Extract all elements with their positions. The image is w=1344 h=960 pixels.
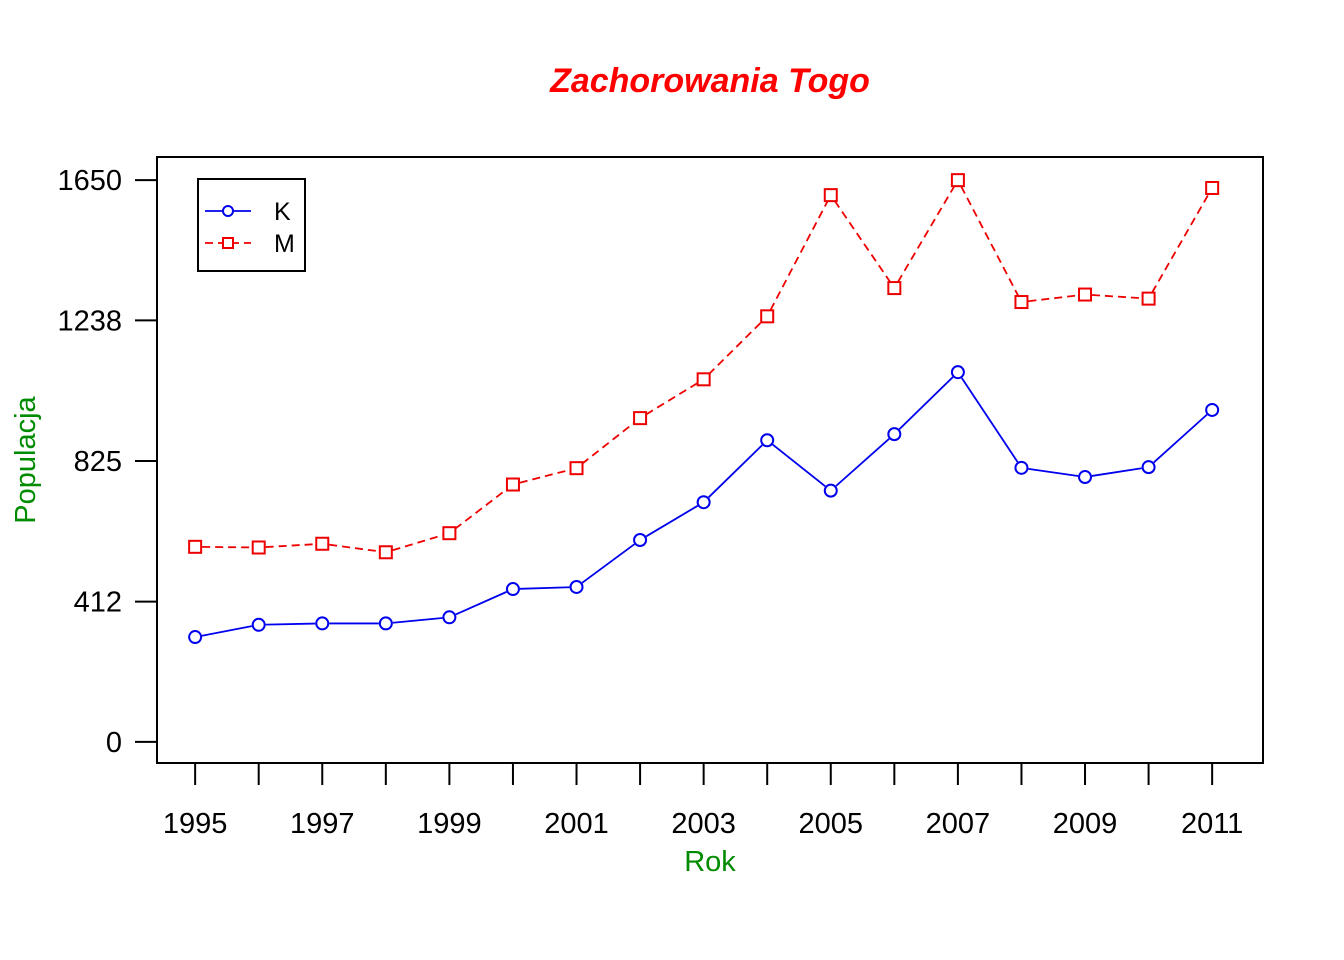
series-K-point <box>760 433 775 448</box>
series-M-segment <box>833 200 892 283</box>
series-K-segment <box>1091 467 1142 477</box>
series-K-segment <box>581 543 635 584</box>
series-M-point <box>315 536 330 551</box>
y-axis: 0 412 825 1238 1650 <box>57 165 157 759</box>
series-K-point <box>1205 402 1220 417</box>
series-M-segment <box>329 543 380 553</box>
series-M-segment <box>1091 294 1142 300</box>
series-K-segment <box>519 586 570 590</box>
series-K-point <box>378 616 393 631</box>
series-M-point <box>1141 291 1156 306</box>
series-M-point <box>1205 180 1220 195</box>
series-M-point <box>633 411 648 426</box>
x-tick-label: 1999 <box>417 808 482 840</box>
legend-label-K: K <box>274 198 291 226</box>
series-K-point <box>823 483 838 498</box>
series-K-segment <box>708 444 763 498</box>
series-K-segment <box>1028 467 1079 477</box>
series-M-segment <box>519 469 570 484</box>
series-M-point <box>950 173 965 188</box>
series-K-point <box>505 582 520 597</box>
series-K-segment <box>898 376 954 430</box>
series-K-point <box>950 365 965 380</box>
series-M-segment <box>707 320 763 376</box>
series-M-segment <box>645 382 699 416</box>
x-tick-label: 2005 <box>799 808 864 840</box>
series-layer <box>188 173 1220 645</box>
series-M-point <box>378 545 393 560</box>
series-M-point <box>505 477 520 492</box>
legend-marker-K <box>222 205 234 217</box>
series-K-point <box>569 579 584 594</box>
series-K-segment <box>835 438 890 487</box>
legend-label-M: M <box>274 230 295 258</box>
series-M-segment <box>1151 193 1210 294</box>
y-tick-label: 0 <box>106 727 122 759</box>
x-tick-label: 2007 <box>926 808 991 840</box>
y-axis-title: Populacja <box>10 395 42 523</box>
series-M-segment <box>769 200 829 311</box>
y-tick-label: 1650 <box>57 165 122 197</box>
series-K-point <box>188 630 203 645</box>
series-K-segment <box>772 443 826 487</box>
series-K-segment <box>201 625 252 637</box>
series-M-point <box>442 526 457 541</box>
series-K-segment <box>1153 413 1208 464</box>
series-K-point <box>1014 460 1029 475</box>
series-K-segment <box>392 617 443 624</box>
series-M-segment <box>897 185 956 283</box>
series-M-point <box>1014 295 1029 310</box>
x-tick-label: 1997 <box>290 808 355 840</box>
x-tick-label: 2003 <box>671 808 736 840</box>
legend-box <box>197 178 306 272</box>
y-tick-label: 412 <box>74 587 122 619</box>
legend: KM <box>197 178 306 272</box>
series-M-segment <box>392 534 443 552</box>
series-K-point <box>887 427 902 442</box>
y-tick-label: 825 <box>74 446 122 478</box>
series-M-segment <box>202 545 252 549</box>
series-M-segment <box>1028 294 1079 303</box>
series-M-point <box>760 309 775 324</box>
series-M-segment <box>960 185 1020 297</box>
series-K-point <box>1141 460 1156 475</box>
series-M-point <box>569 461 584 476</box>
series-M-point <box>251 540 266 555</box>
series-K-point <box>1078 470 1093 485</box>
x-axis-title: Rok <box>684 846 736 878</box>
series-K-point <box>696 495 711 510</box>
legend-marker-M <box>222 237 234 249</box>
x-tick-label: 1995 <box>163 808 228 840</box>
series-M-segment <box>265 543 316 548</box>
plot-frame <box>156 156 1264 764</box>
series-M-point <box>696 372 711 387</box>
series-M-segment <box>454 488 508 530</box>
x-tick-label: 2001 <box>544 808 609 840</box>
series-M-point <box>1078 287 1093 302</box>
series-K-point <box>442 610 457 625</box>
series-K-segment <box>455 591 507 616</box>
series-M-point <box>823 188 838 203</box>
series-K-segment <box>265 622 316 626</box>
series-K-point <box>251 617 266 632</box>
x-axis: 1995 1997 1999 2001 2003 2005 2007 2009 2011 <box>163 763 1243 840</box>
series-K-point <box>315 616 330 631</box>
chart-title: Zachorowania Togo <box>549 62 870 100</box>
x-tick-label: 2009 <box>1053 808 1118 840</box>
series-K-segment <box>645 505 699 538</box>
series-K-segment <box>961 377 1019 463</box>
y-tick-label: 1238 <box>57 305 122 337</box>
series-M-point <box>188 539 203 554</box>
series-K-point <box>633 533 648 548</box>
x-tick-label: 2011 <box>1181 808 1243 840</box>
series-M-segment <box>581 421 636 465</box>
series-M-point <box>887 281 902 296</box>
